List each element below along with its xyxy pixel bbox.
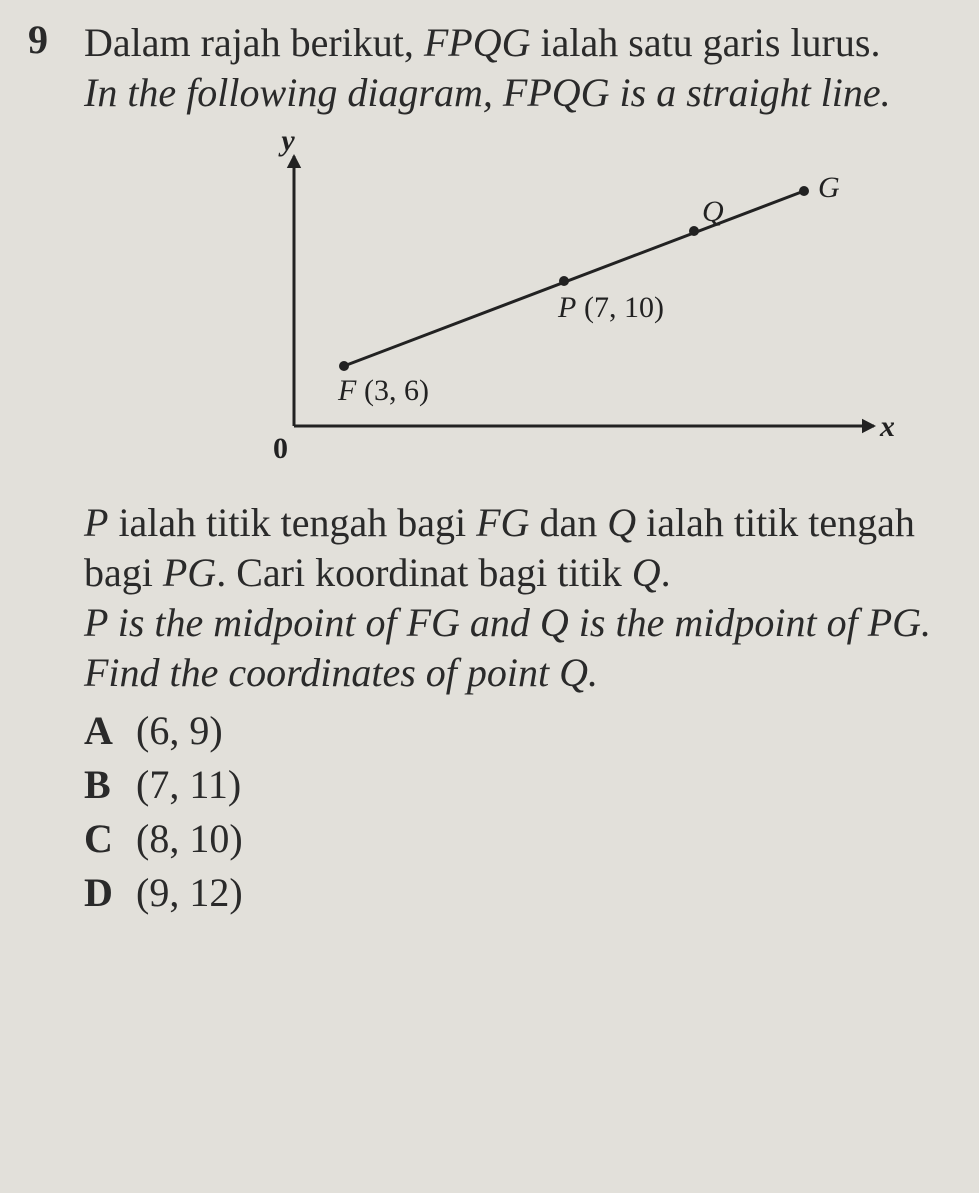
option-a-key: A	[84, 704, 136, 758]
diagram-container: y x 0 F(3, 6) P(7, 10) Q G	[84, 136, 979, 476]
question-number: 9	[28, 18, 84, 62]
prompt-ms-PG: PG	[163, 550, 216, 595]
svg-text:P: P	[557, 291, 576, 324]
prompt-ms-Q2: Q	[632, 550, 661, 595]
svg-text:(3, 6): (3, 6)	[364, 374, 429, 407]
stem-en-text-2: is a straight line.	[610, 70, 891, 115]
svg-text:Q: Q	[702, 195, 724, 228]
prompt-ms-2: ialah titik tengah bagi	[108, 500, 476, 545]
stem-ms: Dalam rajah berikut, FPQG ialah satu gar…	[84, 18, 951, 68]
stem-en-fpqg: FPQG	[503, 70, 610, 115]
page: 9 Dalam rajah berikut, FPQG ialah satu g…	[0, 0, 979, 938]
stem-ms-text-1: Dalam rajah berikut,	[84, 20, 424, 65]
svg-text:y: y	[278, 136, 295, 157]
prompt-ms-6: .	[661, 550, 671, 595]
option-c: C (8, 10)	[84, 812, 951, 866]
prompt-ms-5: . Cari koordinat bagi titik	[216, 550, 632, 595]
option-b: B (7, 11)	[84, 758, 951, 812]
svg-text:(7, 10): (7, 10)	[584, 291, 664, 324]
question-row: 9 Dalam rajah berikut, FPQG ialah satu g…	[28, 18, 951, 920]
prompt-ms-3: dan	[529, 500, 607, 545]
option-a: A (6, 9)	[84, 704, 951, 758]
diagram: y x 0 F(3, 6) P(7, 10) Q G	[234, 136, 894, 476]
option-a-value: (6, 9)	[136, 704, 223, 758]
stem-en-text-1: In the following diagram,	[84, 70, 503, 115]
option-c-key: C	[84, 812, 136, 866]
option-d-value: (9, 12)	[136, 866, 243, 920]
svg-text:x: x	[879, 410, 894, 443]
prompt-ms-FG: FG	[476, 500, 529, 545]
svg-text:0: 0	[273, 432, 288, 465]
question-body: Dalam rajah berikut, FPQG ialah satu gar…	[84, 18, 951, 920]
option-b-value: (7, 11)	[136, 758, 241, 812]
option-b-key: B	[84, 758, 136, 812]
option-c-value: (8, 10)	[136, 812, 243, 866]
option-d: D (9, 12)	[84, 866, 951, 920]
options: A (6, 9) B (7, 11) C (8, 10) D (9, 12)	[84, 704, 951, 920]
stem-ms-text-2: ialah satu garis lurus.	[531, 20, 881, 65]
prompt-ms-P: P	[84, 500, 108, 545]
stem-en: In the following diagram, FPQG is a stra…	[84, 68, 951, 118]
svg-text:G: G	[818, 171, 840, 204]
svg-text:F: F	[337, 374, 357, 407]
prompt-ms-Q: Q	[607, 500, 636, 545]
stem-ms-fpqg: FPQG	[424, 20, 531, 65]
prompt-ms: P ialah titik tengah bagi FG dan Q ialah…	[84, 498, 951, 598]
option-d-key: D	[84, 866, 136, 920]
prompt-en: P is the midpoint of FG and Q is the mid…	[84, 598, 951, 698]
